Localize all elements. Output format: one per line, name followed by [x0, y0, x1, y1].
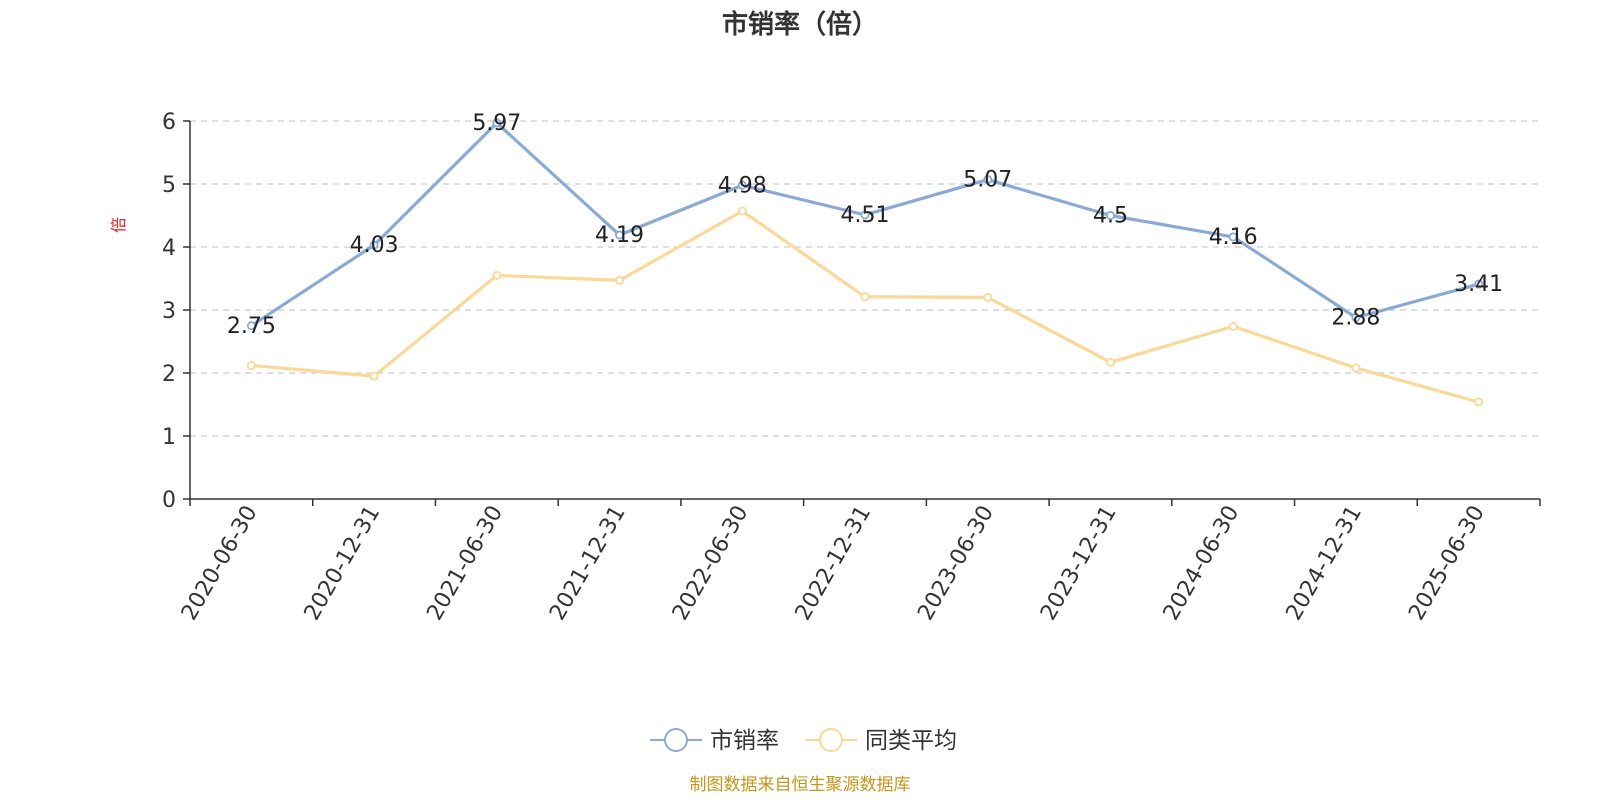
data-labels: 2.75 4.03 5.97 4.19 4.98 4.51 5.07 4.5 4.16 2.88 3…	[227, 111, 1503, 339]
data-point	[1474, 279, 1484, 289]
grid-lines	[190, 120, 1540, 437]
series-lines	[246, 118, 1484, 407]
y-tick-label: 2	[162, 362, 176, 387]
data-point	[860, 210, 870, 220]
data-point	[492, 118, 502, 128]
data-label: 4.5	[1093, 204, 1128, 229]
y-tick-label: 5	[162, 173, 176, 198]
data-point	[246, 321, 256, 331]
x-tick-label: 2022-06-30	[668, 502, 754, 625]
x-tick-label: 2021-12-31	[545, 502, 631, 625]
data-point	[369, 371, 379, 381]
data-point	[1474, 397, 1484, 407]
data-point	[737, 180, 747, 190]
legend-label: 市销率	[710, 728, 779, 754]
data-label: 5.07	[963, 168, 1012, 193]
x-tick-label: 2023-12-31	[1036, 502, 1122, 625]
axes: 0 1 2 3 4 5 6 倍 2020-06-30 2020-12-31 2021-06-30 20…	[109, 110, 1541, 625]
data-point	[246, 360, 256, 370]
data-point	[615, 275, 625, 285]
x-tick-label: 2024-06-30	[1159, 502, 1245, 625]
data-point	[983, 292, 993, 302]
legend[interactable]: 市销率 同类平均	[650, 728, 957, 754]
data-point	[983, 175, 993, 185]
x-tick-label: 2024-12-31	[1282, 502, 1368, 625]
y-tick-label: 1	[162, 425, 176, 450]
legend-item-main[interactable]: 市销率	[650, 728, 779, 754]
y-tick-label: 0	[162, 488, 176, 513]
data-label: 2.75	[227, 314, 276, 339]
x-tick-label: 2020-06-30	[177, 502, 263, 625]
source-note: 制图数据来自恒生聚源数据库	[689, 775, 911, 795]
x-tick-label: 2022-12-31	[791, 502, 877, 625]
data-point	[1351, 313, 1361, 323]
x-tick-label: 2020-12-31	[300, 502, 386, 625]
series-average	[246, 206, 1484, 407]
data-point	[1105, 210, 1115, 220]
y-tick-label: 6	[162, 110, 176, 135]
legend-label: 同类平均	[865, 728, 957, 754]
x-tick-label: 2021-06-30	[422, 502, 508, 625]
data-point	[1228, 321, 1238, 331]
y-tick-label: 4	[162, 236, 176, 261]
data-point	[615, 230, 625, 240]
data-label: 4.03	[350, 233, 399, 258]
data-point	[737, 206, 747, 216]
data-point	[1351, 363, 1361, 373]
legend-item-average[interactable]: 同类平均	[805, 728, 957, 754]
data-point	[492, 270, 502, 280]
data-point	[1228, 232, 1238, 242]
x-tick-label: 2025-06-30	[1404, 502, 1490, 625]
x-tick-label: 2023-06-30	[913, 502, 999, 625]
data-label: 4.98	[718, 173, 767, 198]
series-main	[246, 118, 1484, 331]
data-label: 2.88	[1331, 306, 1380, 331]
data-label: 3.41	[1454, 272, 1503, 297]
legend-marker-icon	[819, 728, 843, 752]
data-point	[369, 240, 379, 250]
data-point	[860, 292, 870, 302]
legend-marker-icon	[664, 728, 688, 752]
data-label: 4.16	[1209, 225, 1258, 250]
data-label: 4.51	[841, 203, 890, 228]
data-label: 5.97	[472, 111, 521, 136]
y-axis-unit-label: 倍	[109, 217, 128, 233]
chart-title: 市销率（倍）	[721, 10, 878, 40]
y-tick-label: 3	[162, 299, 176, 324]
data-label: 4.19	[595, 223, 644, 248]
data-point	[1105, 357, 1115, 367]
